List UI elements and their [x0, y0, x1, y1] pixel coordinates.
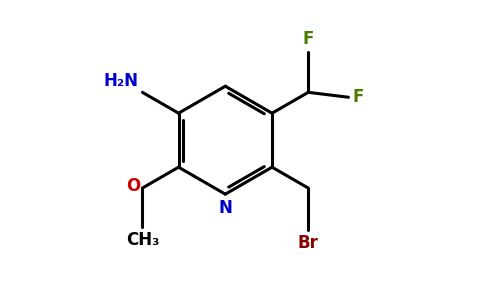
Text: N: N	[218, 199, 232, 217]
Text: O: O	[126, 177, 140, 195]
Text: CH₃: CH₃	[126, 231, 159, 249]
Text: F: F	[302, 30, 314, 48]
Text: H₂N: H₂N	[104, 72, 138, 90]
Text: Br: Br	[298, 234, 318, 252]
Text: F: F	[352, 88, 364, 106]
